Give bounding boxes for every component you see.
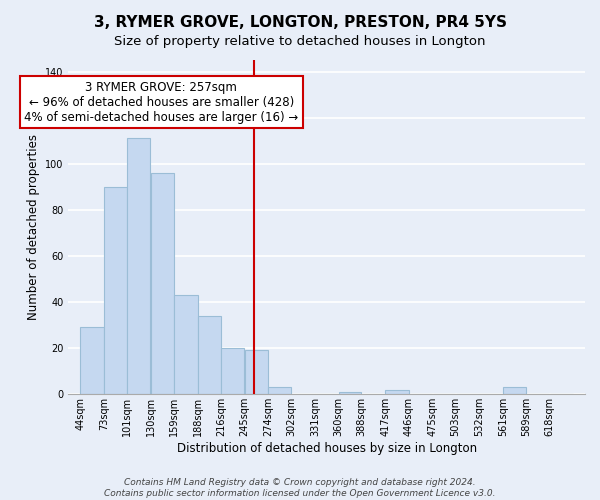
Bar: [198, 316, 221, 394]
Text: 3, RYMER GROVE, LONGTON, PRESTON, PR4 5YS: 3, RYMER GROVE, LONGTON, PRESTON, PR4 5Y…: [94, 15, 506, 30]
Bar: [385, 390, 409, 394]
X-axis label: Distribution of detached houses by size in Longton: Distribution of detached houses by size …: [176, 442, 477, 455]
Bar: [245, 350, 268, 395]
Bar: [80, 328, 104, 394]
Text: Size of property relative to detached houses in Longton: Size of property relative to detached ho…: [114, 35, 486, 48]
Bar: [175, 295, 198, 394]
Bar: [104, 187, 127, 394]
Bar: [221, 348, 244, 395]
Bar: [503, 388, 526, 394]
Text: 3 RYMER GROVE: 257sqm
← 96% of detached houses are smaller (428)
4% of semi-deta: 3 RYMER GROVE: 257sqm ← 96% of detached …: [24, 80, 299, 124]
Bar: [268, 388, 291, 394]
Bar: [127, 138, 151, 394]
Bar: [338, 392, 361, 394]
Text: Contains HM Land Registry data © Crown copyright and database right 2024.
Contai: Contains HM Land Registry data © Crown c…: [104, 478, 496, 498]
Bar: [151, 173, 174, 394]
Y-axis label: Number of detached properties: Number of detached properties: [26, 134, 40, 320]
